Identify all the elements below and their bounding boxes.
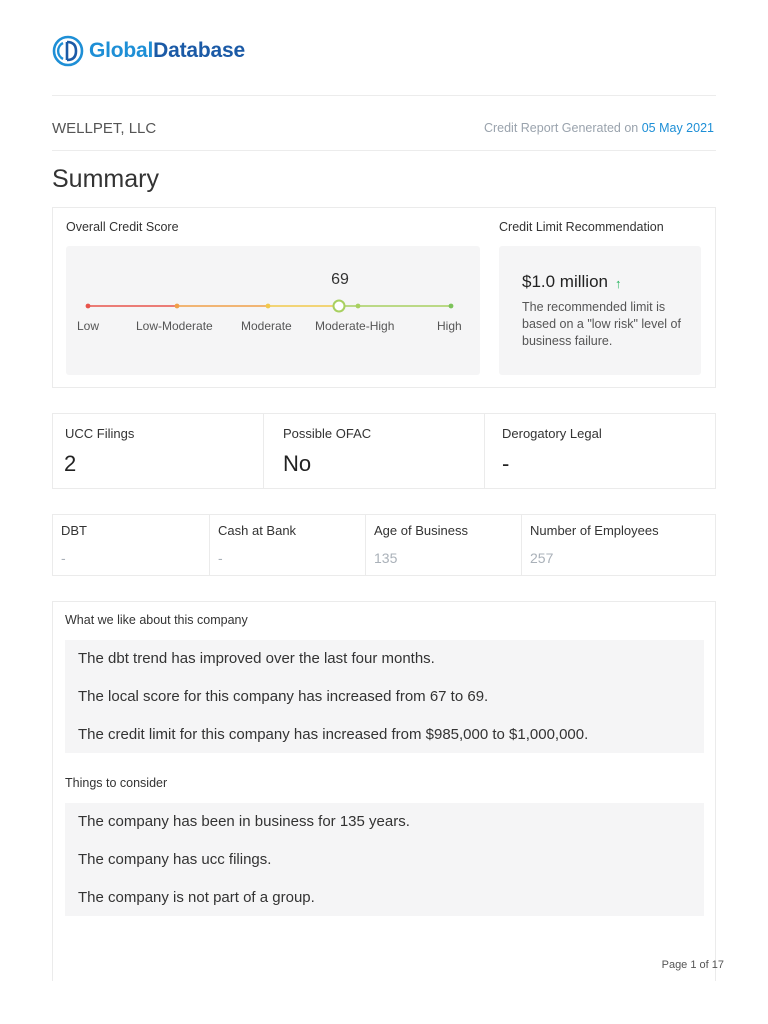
report-generated-info: Credit Report Generated on 05 May 2021 [484,121,714,135]
likes-list: The dbt trend has improved over the last… [65,640,704,753]
list-item: The local score for this company has inc… [78,688,489,705]
credit-limit-box: $1.0 million ↑ The recommended limit is … [499,246,701,375]
credit-score-gauge: 69 Low Low-Moderate Moderate Moderate-Hi… [66,246,480,375]
scale-tick [85,303,91,309]
header-divider-bottom [52,150,716,151]
business-metrics-card [52,514,716,576]
credit-limit-description: The recommended limit is based on a "low… [522,300,681,348]
dbt-value: - [61,550,66,566]
age-of-business-value: 135 [374,550,398,566]
considerations-list: The company has been in business for 135… [65,803,704,916]
band-label-low: Low [77,319,100,333]
brand-name-part1: Global [89,39,154,62]
band-label-high: High [437,319,462,333]
divider [209,515,210,575]
credit-score-label: Overall Credit Score [66,220,179,234]
generated-label: Credit Report Generated on [483,121,639,135]
divider [263,414,264,488]
page-title: Summary [52,165,159,193]
page-number: Page 1 of 17 [661,959,724,971]
list-item: The credit limit for this company has in… [78,726,589,743]
band-label-low-moderate: Low-Moderate [136,319,213,333]
list-item: The company has been in business for 135… [78,813,410,830]
cash-at-bank-label: Cash at Bank [218,523,297,538]
possible-ofac-label: Possible OFAC [283,426,372,441]
derogatory-legal-label: Derogatory Legal [502,426,602,441]
brand-name: GlobalDatabase [89,39,245,63]
ucc-filings-label: UCC Filings [65,426,135,441]
global-database-logo: GlobalDatabase [52,35,245,67]
scale-tick [355,303,361,309]
cash-at-bank-value: - [218,550,223,566]
number-of-employees-label: Number of Employees [530,523,659,538]
dbt-label: DBT [61,523,87,538]
list-item: The company is not part of a group. [78,889,315,906]
divider [484,414,485,488]
possible-ofac-value: No [283,451,312,476]
list-item: The company has ucc filings. [78,851,272,868]
credit-limit-label: Credit Limit Recommendation [499,220,664,234]
credit-score-value: 69 [331,271,349,288]
arrow-up-icon: ↑ [615,276,622,291]
likes-section-title: What we like about this company [65,613,248,627]
divider [365,515,366,575]
credit-limit-value: $1.0 million [522,272,608,291]
divider [521,515,522,575]
company-name: WELLPET, LLC [52,120,157,137]
number-of-employees-value: 257 [530,550,554,566]
score-scale-graphic [85,299,454,313]
globe-logo-icon [52,35,84,67]
header-divider-top [52,95,716,96]
derogatory-legal-value: - [502,451,510,476]
generated-date: 05 May 2021 [641,121,714,135]
ucc-filings-value: 2 [64,451,77,476]
considerations-section-title: Things to consider [65,776,168,790]
score-marker [332,299,346,313]
key-indicators-card [52,413,716,489]
band-label-moderate-high: Moderate-High [315,319,395,333]
age-of-business-label: Age of Business [374,523,468,538]
band-label-moderate: Moderate [241,319,292,333]
scale-tick [265,303,271,309]
scale-tick [448,303,454,309]
list-item: The dbt trend has improved over the last… [78,650,435,667]
scale-tick [174,303,180,309]
brand-name-part2: Database [153,39,245,62]
